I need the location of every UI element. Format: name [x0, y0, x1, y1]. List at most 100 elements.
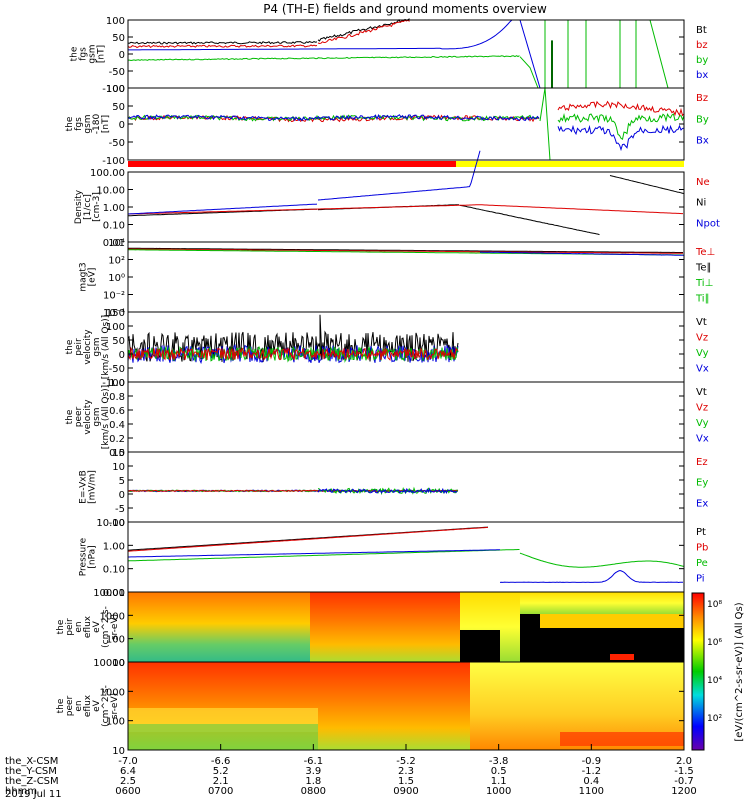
x-tick-label: 0900	[393, 786, 418, 797]
y-axis-label: [nT]	[101, 115, 111, 133]
y-tick-label: -100	[102, 84, 125, 95]
y-axis-label: magt3	[79, 262, 89, 291]
x-tick-label: 6.4	[120, 766, 136, 777]
trace-bx	[127, 113, 540, 122]
x-tick-label: 1.8	[305, 776, 321, 787]
y-tick-label: 0.8	[109, 392, 125, 403]
trace-pi	[499, 569, 684, 584]
y-tick-label: 0	[119, 350, 125, 361]
trace-ni	[609, 175, 684, 194]
date-label: 2019 Jul 11	[5, 789, 62, 800]
colorbar-tick-label: 10²	[707, 714, 722, 724]
y-tick-label: 0.10	[103, 565, 125, 576]
trace-npot	[127, 203, 318, 215]
x-tick-label: 1.1	[491, 776, 507, 787]
y-tick-label: 50	[112, 33, 125, 44]
y-tick-label: -50	[109, 138, 125, 149]
y-tick-label: -100	[102, 378, 125, 389]
y-tick-label: 100	[106, 84, 125, 95]
y-axis-label: the	[65, 339, 75, 354]
trace-bz	[317, 19, 410, 45]
x-tick-label: -0.7	[674, 776, 694, 787]
y-axis-label: [nPa]	[88, 545, 98, 568]
trace-pb	[127, 526, 489, 552]
y-tick-label: 15	[112, 448, 125, 459]
y-tick-label: 50	[112, 102, 125, 113]
y-tick-label: 0	[119, 50, 125, 61]
y-tick-label: 10⁰	[108, 273, 125, 284]
trace-ne	[128, 204, 683, 215]
panels-group	[128, 161, 684, 750]
panel-frame-peer-velocity	[127, 381, 685, 453]
y-tick-label: 10	[112, 746, 125, 757]
y-axis-label: the	[65, 116, 75, 131]
legends-group: Bt bz by bx Bz By Bx Ne Ni Npot Te⊥ Te∥ Ti⊥ Ti∥ Vt Vz Vy…	[695, 25, 720, 585]
x-tick-label: -7.0	[118, 756, 138, 767]
trace-vx	[127, 343, 459, 365]
y-tick-label: 1.00	[103, 541, 125, 552]
x-tick-label: 0800	[301, 786, 326, 797]
trace-by	[539, 87, 551, 161]
y-axis-label: gsm	[92, 407, 102, 426]
x-tick-label: -6.1	[304, 756, 324, 767]
legend-entry: Vy	[696, 418, 709, 429]
peir-spectrogram-block	[128, 592, 310, 662]
y-axis-label: the	[56, 698, 66, 713]
colorbar-tick-label: 10⁶	[707, 638, 722, 648]
trace-bz	[557, 100, 685, 117]
y-tick-label: 10	[112, 658, 125, 669]
y-tick-label: 5	[119, 476, 125, 487]
y-tick-label: 0.6	[109, 406, 125, 417]
y-axis-label: the	[70, 46, 80, 61]
y-axis-label: sr-eV)	[110, 693, 120, 719]
x-tick-label: 0600	[115, 786, 140, 797]
legend-entry: Te∥	[695, 263, 712, 274]
x-tick-label: 3.9	[305, 766, 321, 777]
peer-spectrogram-block	[128, 724, 318, 750]
y-tick-label: 0.10	[103, 221, 125, 232]
legend-entry: Pe	[696, 558, 708, 569]
y-tick-label: 100	[106, 717, 125, 728]
y-axis-label: [km/s (All Qs)]	[101, 385, 111, 449]
y-axis-label: eflux	[83, 615, 93, 638]
y-axis-label: [cm-3]	[92, 192, 102, 222]
y-tick-label: -50	[109, 364, 125, 375]
colorbar-ticks: 10⁸ 10⁶ 10⁴ 10²	[707, 600, 722, 724]
y-axis-label: (cm^2-s-	[101, 685, 111, 727]
y-axis-label: gsm	[83, 114, 93, 133]
x-tick-label: -0.9	[582, 756, 602, 767]
legend-entry: Pb	[696, 543, 708, 554]
y-tick-label: 10	[112, 462, 125, 473]
mode-bar-slow	[456, 161, 684, 167]
x-tick-label: 5.2	[213, 766, 229, 777]
y-tick-label: 10⁻²	[103, 291, 125, 302]
y-tick-label: 0.0	[109, 448, 125, 459]
legend-entry: Vt	[696, 317, 707, 328]
legend-entry: Vx	[696, 364, 709, 375]
y-tick-label: 10.00	[96, 518, 125, 529]
trace-bt	[317, 18, 410, 42]
y-tick-label: 100	[106, 322, 125, 333]
x-tick-label: -6.6	[211, 756, 231, 767]
y-tick-label: 10.00	[96, 186, 125, 197]
trace-npot	[317, 150, 481, 201]
x-tick-label: 2.1	[213, 776, 229, 787]
x-row-label: the_Z-CSM	[5, 776, 59, 787]
y-axis-label: (cm^2-s-	[101, 606, 111, 648]
trace-tipar	[480, 251, 685, 256]
legend-entry: Bt	[696, 25, 707, 36]
y-tick-label: 0.4	[109, 420, 125, 431]
trace-pi	[128, 549, 500, 558]
x-tick-label: 0.4	[583, 776, 599, 787]
x-tick-label: 2.3	[398, 766, 414, 777]
x-tick-label: 1.5	[398, 776, 414, 787]
trace-pe	[127, 549, 520, 562]
legend-entry: By	[696, 114, 709, 125]
trace-bx	[557, 124, 685, 152]
y-tick-label: 10⁴	[108, 238, 125, 249]
colorbar-tick-label: 10⁸	[707, 600, 722, 610]
y-tick-label: -5	[115, 504, 125, 515]
y-tick-label: 100	[106, 16, 125, 27]
trace-vt	[127, 330, 459, 363]
